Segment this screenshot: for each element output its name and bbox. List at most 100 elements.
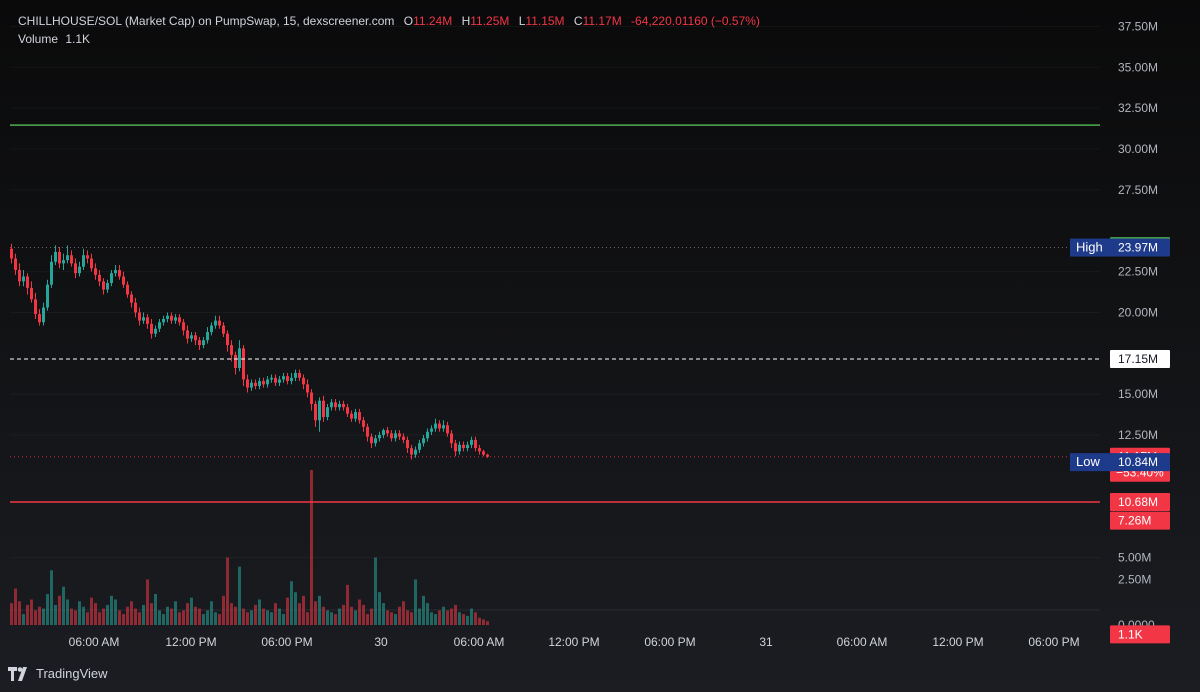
candle-body [382, 430, 385, 436]
candle-body [122, 276, 125, 285]
volume-bar [90, 597, 93, 625]
volume-bar [114, 599, 117, 625]
volume-bar [122, 614, 125, 625]
price-tick-label: 22.50M [1118, 265, 1158, 279]
candle-body [442, 425, 445, 429]
symbol-title: CHILLHOUSE/SOL (Market Cap) on PumpSwap,… [18, 14, 395, 28]
low-label: L [518, 14, 526, 28]
volume-bar [26, 604, 29, 625]
candle-body [374, 438, 377, 444]
volume-bar [58, 595, 61, 625]
candle-body [82, 255, 85, 267]
candle-body [190, 335, 193, 339]
brand[interactable]: TradingView [8, 666, 108, 681]
candle-body [378, 435, 381, 439]
volume-value: 1.1K [65, 32, 91, 46]
volume-bar [178, 612, 181, 625]
price-tick-label: 35.00M [1118, 60, 1158, 74]
red-badge-2-label: 7.26M [1118, 514, 1151, 528]
candle-body [102, 281, 105, 290]
candle-body [394, 433, 397, 439]
volume-bar [314, 601, 317, 625]
time-tick-label: 06:00 AM [837, 635, 888, 649]
candle-body [450, 433, 453, 444]
volume-bar [226, 557, 229, 625]
candle-body [142, 317, 145, 321]
volume-bar [142, 604, 145, 625]
volume-bar [366, 614, 369, 625]
candle-body [162, 318, 165, 323]
volume-bar [206, 610, 209, 625]
candle-body [254, 382, 257, 386]
candle-body [386, 430, 389, 434]
time-tick-label: 06:00 PM [1028, 635, 1079, 649]
candle-body [78, 266, 81, 274]
time-tick-label: 06:00 AM [454, 635, 505, 649]
price-tick-label: 32.50M [1118, 101, 1158, 115]
volume-bar [342, 604, 345, 625]
time-axis: 06:00 AM 12:00 PM 06:00 PM 30 06:00 AM 12:00 … [69, 635, 1080, 649]
candle-body [454, 443, 457, 452]
low-badge-tag: Low [1076, 454, 1100, 469]
candle-body [166, 315, 169, 319]
candle-body [46, 284, 49, 308]
candle-body [422, 438, 425, 444]
candle-body [246, 379, 249, 388]
volume-bar [230, 603, 233, 625]
candle-body [186, 330, 189, 339]
volume-bar [378, 592, 381, 625]
volume-bar [82, 606, 85, 625]
volume-bar [330, 612, 333, 625]
candle-body [146, 317, 149, 324]
volume-bar [422, 595, 425, 625]
open-value: 11.24M [413, 14, 453, 28]
candle-body [198, 340, 201, 346]
candle-body [258, 381, 261, 386]
candle-body [262, 381, 265, 385]
volume-bar [434, 614, 437, 625]
price-tick-label: 30.00M [1118, 142, 1158, 156]
volume-bar [270, 612, 273, 625]
volume-bar [438, 610, 441, 625]
candle-body [62, 260, 65, 264]
candle-body [334, 402, 337, 408]
volume-bar [118, 610, 121, 625]
volume-bar [346, 584, 349, 625]
volume-bar [382, 603, 385, 625]
volume-bar [350, 606, 353, 625]
candle-body [446, 425, 449, 434]
volume-bar [54, 604, 57, 625]
current-badge: 17.15M [1110, 350, 1170, 369]
candle-body [98, 274, 101, 282]
candle-body [430, 428, 433, 432]
volume-bar [22, 614, 25, 625]
volume-legend: Volume 1.1K [18, 32, 90, 46]
candle-body [322, 400, 325, 418]
time-tick-label: 30 [374, 635, 388, 649]
candle-body [94, 268, 97, 275]
volume-bar [466, 615, 469, 625]
candle-body [54, 251, 57, 262]
volume-bar [266, 610, 269, 625]
high-badge-bg [1110, 238, 1170, 257]
red-badge-2-bg [1110, 511, 1170, 530]
volume-bar [294, 592, 297, 625]
high-label: H [461, 14, 471, 28]
candle-body [298, 372, 301, 378]
volume-bar [458, 612, 461, 625]
candlesticks [10, 243, 489, 460]
volume-bar [398, 606, 401, 625]
volume-bar [318, 595, 321, 625]
candle-body [178, 317, 181, 323]
volume-bar [430, 612, 433, 625]
volume-bar [74, 610, 77, 625]
candle-body [390, 433, 393, 439]
volume-bar [258, 599, 261, 625]
volume-bar [70, 608, 73, 625]
time-tick-label: 31 [759, 635, 773, 649]
candle-body [330, 402, 333, 408]
volume-bar [354, 610, 357, 625]
volume-bar [386, 610, 389, 625]
volume-bar [162, 614, 165, 625]
